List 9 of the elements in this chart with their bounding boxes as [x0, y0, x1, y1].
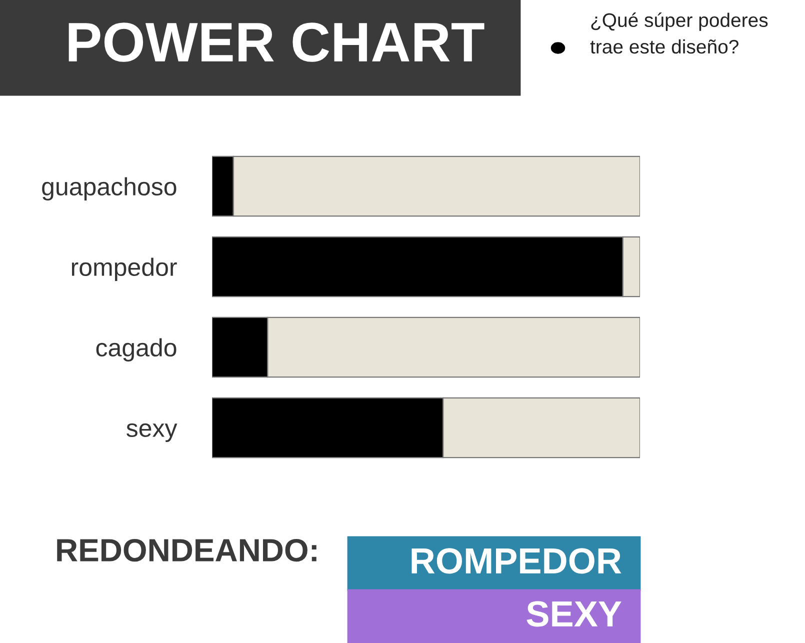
chart-title: POWER CHART — [68, 22, 484, 62]
text: ¿Qué súper poderes trae este diseño? — [590, 12, 768, 54]
y-tick-label: sexy — [126, 423, 178, 442]
text: SEXY — [526, 601, 622, 627]
y-tick-label: rompedor — [72, 258, 177, 281]
y-tick-label: guapachoso — [42, 177, 176, 200]
y-tick-label: cagado — [96, 338, 176, 362]
text: ROMPEDOR — [412, 548, 622, 574]
text: REDONDEANDO: — [57, 538, 316, 562]
